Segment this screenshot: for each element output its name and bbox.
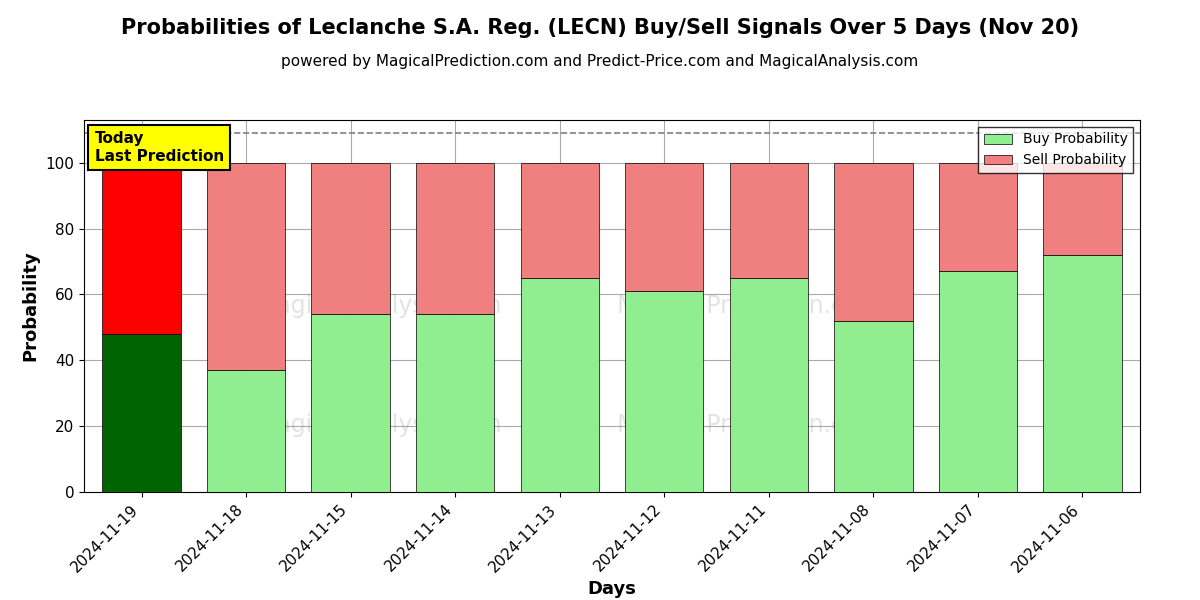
Bar bbox=[521, 163, 599, 278]
Bar bbox=[102, 163, 181, 334]
Bar bbox=[521, 278, 599, 492]
Bar bbox=[730, 278, 808, 492]
Text: MagicalAnalysis.com: MagicalAnalysis.com bbox=[257, 294, 503, 318]
Text: MagicalAnalysis.com: MagicalAnalysis.com bbox=[257, 413, 503, 437]
Bar bbox=[312, 314, 390, 492]
X-axis label: Days: Days bbox=[588, 580, 636, 598]
Bar bbox=[1043, 163, 1122, 255]
Bar bbox=[834, 321, 912, 492]
Text: Probabilities of Leclanche S.A. Reg. (LECN) Buy/Sell Signals Over 5 Days (Nov 20: Probabilities of Leclanche S.A. Reg. (LE… bbox=[121, 18, 1079, 38]
Bar bbox=[206, 163, 286, 370]
Bar bbox=[312, 163, 390, 314]
Bar bbox=[416, 163, 494, 314]
Bar bbox=[102, 334, 181, 492]
Bar bbox=[206, 370, 286, 492]
Bar bbox=[834, 163, 912, 321]
Bar bbox=[625, 163, 703, 291]
Bar bbox=[938, 163, 1018, 271]
Bar bbox=[625, 291, 703, 492]
Bar bbox=[416, 314, 494, 492]
Bar bbox=[1043, 255, 1122, 492]
Y-axis label: Probability: Probability bbox=[22, 251, 40, 361]
Text: MagicalPrediction.com: MagicalPrediction.com bbox=[617, 413, 882, 437]
Legend: Buy Probability, Sell Probability: Buy Probability, Sell Probability bbox=[978, 127, 1133, 173]
Text: Today
Last Prediction: Today Last Prediction bbox=[95, 131, 224, 164]
Text: powered by MagicalPrediction.com and Predict-Price.com and MagicalAnalysis.com: powered by MagicalPrediction.com and Pre… bbox=[281, 54, 919, 69]
Bar bbox=[730, 163, 808, 278]
Text: MagicalPrediction.com: MagicalPrediction.com bbox=[617, 294, 882, 318]
Bar bbox=[938, 271, 1018, 492]
